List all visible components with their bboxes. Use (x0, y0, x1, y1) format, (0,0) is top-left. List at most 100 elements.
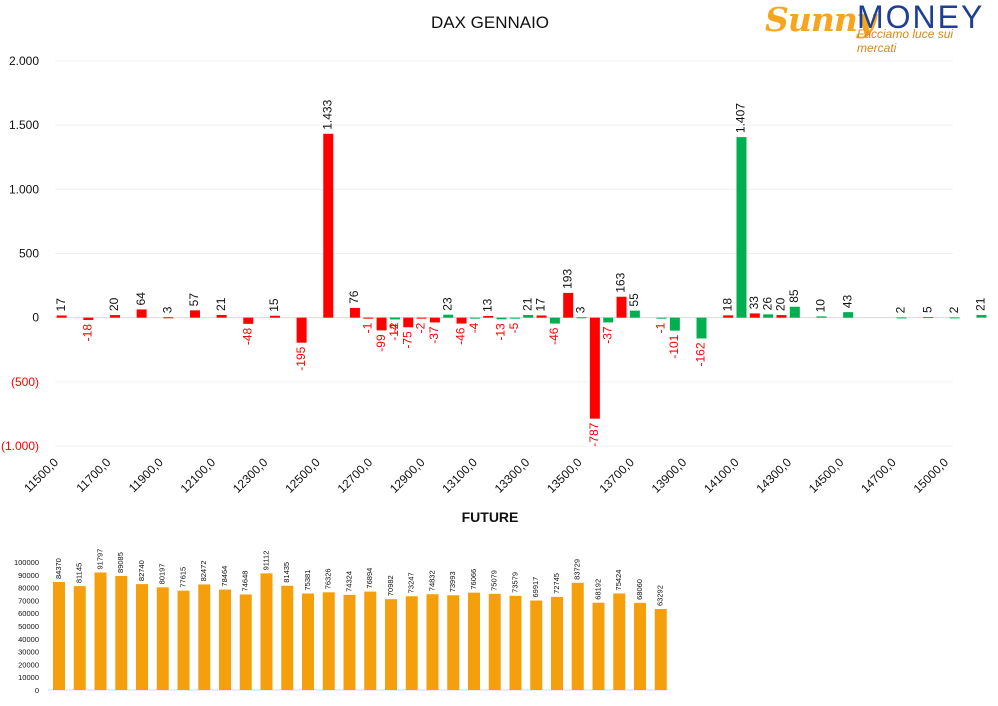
future-data-label: 72745 (552, 573, 561, 594)
data-label: -75 (400, 331, 414, 349)
future-bar (509, 595, 522, 690)
future-data-label: 74324 (344, 571, 353, 592)
future-data-label: 74648 (241, 571, 250, 592)
future-bar (488, 593, 501, 690)
bar (589, 317, 600, 419)
future-chart-title: FUTURE (461, 509, 519, 525)
bar (576, 317, 587, 319)
bar (349, 307, 360, 318)
future-data-label: 77615 (178, 567, 187, 588)
bar (549, 317, 560, 324)
data-label: 163 (614, 272, 628, 292)
data-label: -162 (694, 342, 708, 366)
bar (216, 314, 227, 318)
future-bar (53, 582, 65, 690)
future-bar (654, 608, 667, 690)
data-label: 17 (534, 298, 548, 312)
bar (323, 133, 334, 318)
future-bar (177, 590, 190, 690)
future-bar (260, 573, 273, 690)
future-data-label: 68060 (635, 579, 644, 600)
data-label: 26 (760, 297, 774, 311)
future-data-label: 75381 (303, 570, 312, 591)
y-tick-label: 500 (19, 247, 39, 261)
bar (736, 137, 747, 318)
data-label: 76 (347, 290, 361, 304)
future-data-label: 75079 (490, 570, 499, 591)
future-bar (364, 591, 377, 690)
data-label: 3 (574, 306, 588, 313)
future-y-tick-label: 90000 (18, 571, 39, 580)
future-data-label: 76066 (469, 569, 478, 590)
bar (696, 317, 707, 339)
future-bar (198, 584, 211, 690)
data-label: 20 (774, 297, 788, 311)
bar (763, 314, 774, 318)
data-label: -2 (414, 322, 428, 333)
future-data-label: 73247 (407, 572, 416, 593)
data-label: 18 (720, 298, 734, 312)
data-label: 23 (440, 297, 454, 311)
future-bar (447, 595, 460, 690)
future-data-label: 82472 (199, 561, 208, 582)
bar (189, 310, 200, 318)
bar (816, 316, 827, 318)
logo-tagline: Facciamo luce sui mercati (857, 27, 954, 55)
future-y-tick-label: 50000 (18, 622, 39, 631)
data-label: 33 (747, 296, 761, 310)
data-label: -101 (667, 334, 681, 358)
future-y-tick-label: 100000 (14, 558, 39, 567)
bar (789, 306, 800, 318)
chart-title: DAX GENNAIO (430, 13, 550, 32)
data-label: -37 (600, 326, 614, 344)
y-tick-label: 2.000 (9, 54, 39, 68)
future-y-tick-label: 0 (35, 686, 39, 695)
bar (136, 309, 147, 318)
data-label: -1 (360, 322, 374, 333)
logo-sunny-text: Sunny (765, 0, 876, 39)
future-data-label: 80197 (158, 563, 167, 584)
future-data-label: 81435 (282, 562, 291, 583)
future-bar (115, 575, 128, 690)
future-bar (343, 594, 356, 690)
data-label: 57 (187, 293, 201, 307)
bar (976, 314, 987, 318)
data-label: 43 (840, 294, 854, 308)
future-data-label: 73579 (510, 572, 519, 593)
bar (949, 317, 960, 319)
y-tick-label: 0 (32, 311, 39, 325)
future-bar (634, 602, 646, 690)
data-label: 21 (974, 297, 988, 311)
bar (629, 310, 640, 318)
future-y-tick-label: 30000 (18, 648, 39, 657)
bar (389, 317, 400, 320)
data-label: 2 (947, 306, 961, 313)
bar (363, 317, 374, 319)
data-label: -99 (374, 334, 388, 352)
future-bar (239, 594, 252, 690)
bar (416, 317, 427, 319)
bar (536, 315, 547, 318)
data-label: -787 (587, 422, 601, 446)
data-label: 2 (894, 306, 908, 313)
data-label: 20 (107, 297, 121, 311)
future-bar (426, 594, 439, 690)
future-bar (468, 592, 480, 690)
future-bar (405, 596, 418, 690)
future-bar (219, 589, 231, 690)
bar (296, 317, 307, 343)
bar (403, 317, 414, 328)
bar (163, 317, 174, 319)
future-bar (322, 592, 335, 690)
logo-money-text: MONEY (857, 0, 985, 35)
future-data-label: 68192 (593, 579, 602, 600)
data-label: 193 (560, 269, 574, 289)
bar (269, 315, 280, 318)
data-label: -4 (467, 322, 481, 333)
future-bar (530, 600, 543, 690)
bar (509, 317, 520, 319)
future-data-label: 76894 (365, 568, 374, 589)
future-y-tick-label: 70000 (18, 596, 39, 605)
future-data-label: 91112 (261, 551, 270, 571)
